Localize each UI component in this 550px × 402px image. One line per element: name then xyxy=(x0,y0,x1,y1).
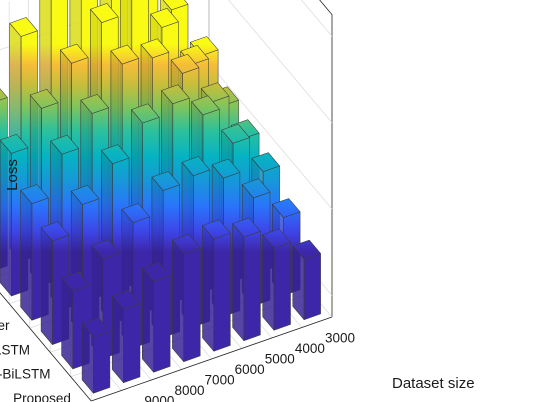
bar-face-top xyxy=(151,171,180,191)
bar-face-front xyxy=(93,330,111,394)
bar-face-top xyxy=(111,289,141,310)
x-tick-label: 4000 xyxy=(295,341,325,356)
bar-face-front xyxy=(183,247,201,362)
bar-face-top xyxy=(241,178,271,199)
bar-face-top xyxy=(91,239,120,260)
bar-proposed-6000 xyxy=(202,219,231,352)
bar-face-top xyxy=(150,8,179,28)
bar-face-top xyxy=(211,158,241,179)
bar-face-top xyxy=(170,53,200,74)
y-tick-label: Proposed xyxy=(13,391,71,402)
x-tick-label: 9000 xyxy=(144,393,174,402)
bar-side-shade xyxy=(82,323,94,394)
bar-side-shade xyxy=(0,140,12,296)
bar-face-top xyxy=(80,94,109,114)
bar-side-shade xyxy=(292,245,305,320)
y-tick-label: CNN-BiLSTM xyxy=(0,367,50,382)
bar-proposed-9000 xyxy=(111,289,141,383)
bar-face-top xyxy=(110,44,139,65)
bar-face-front xyxy=(273,242,291,331)
x-tick-label: 5000 xyxy=(265,351,295,366)
y-axis-line xyxy=(0,292,92,402)
y-tick-label: BiLSTM xyxy=(0,342,30,357)
bar-side-shade xyxy=(172,240,184,362)
x-axis-label: Dataset size xyxy=(392,375,475,392)
bar-proposed-5000 xyxy=(232,217,261,341)
bar-face-top xyxy=(181,156,211,176)
bar-face-top xyxy=(221,123,250,144)
bar-side-shade xyxy=(232,223,244,341)
bar-face-top xyxy=(251,152,280,172)
bar-face-top xyxy=(60,43,89,64)
bar-side-shade xyxy=(61,277,73,369)
x-tick-label: 3000 xyxy=(325,330,355,345)
tick-labels: 40006000800010000ARIMAXGBoostInformerBiL… xyxy=(0,318,355,402)
bar-face-top xyxy=(29,88,59,109)
y-tick-label: Informer xyxy=(0,318,10,333)
bar-face-top xyxy=(81,317,111,338)
bar-face-front xyxy=(153,275,171,373)
bar-face-top xyxy=(262,228,291,249)
bar-face-top xyxy=(121,203,150,223)
bar-side-shade xyxy=(20,190,32,321)
bar-face-top xyxy=(101,144,130,164)
bar-face-front xyxy=(123,303,141,383)
bar-side-shade xyxy=(112,295,124,383)
bar-face-top xyxy=(140,38,170,59)
x-tick-label: 8000 xyxy=(174,383,204,398)
bar-xgboost-10000 xyxy=(0,134,29,297)
bars-group xyxy=(0,0,321,394)
bar-face-top xyxy=(70,185,100,205)
bar-face-top xyxy=(61,271,90,292)
bar-face-top xyxy=(180,45,209,65)
bar-face-top xyxy=(162,0,189,11)
bar-face-top xyxy=(232,217,261,238)
bar-face-top xyxy=(142,262,171,282)
bar-face-top xyxy=(0,88,8,101)
bar-side-shade xyxy=(262,234,274,331)
bar-face-top xyxy=(131,103,160,124)
bar-proposed-7000 xyxy=(172,234,201,362)
bar-face-top xyxy=(202,219,231,240)
bar-face-top xyxy=(172,234,201,254)
bar-face-front xyxy=(243,230,261,341)
bar-side-shade xyxy=(142,268,154,373)
bar-proposed-3000 xyxy=(292,239,321,320)
bar-face-top xyxy=(0,134,29,154)
x-axis-line xyxy=(91,316,333,402)
bar-bilstm-10000 xyxy=(40,221,70,345)
bar-face-top xyxy=(50,134,79,155)
bar-face-top xyxy=(20,184,49,204)
bar-face-top xyxy=(40,221,70,242)
bar-face-top xyxy=(90,3,119,23)
bar-proposed-10000 xyxy=(81,317,111,394)
bar-face-front xyxy=(303,253,321,320)
bar-side-shade xyxy=(41,227,53,345)
bar-face-front xyxy=(213,232,231,352)
bar-face-top xyxy=(191,95,220,116)
bar-face-top xyxy=(200,82,230,102)
bar-proposed-4000 xyxy=(262,228,291,331)
bar-face-top xyxy=(161,84,190,105)
bar-side-shade xyxy=(202,225,214,352)
bar-face-top xyxy=(9,17,38,37)
bar-face-top xyxy=(272,198,301,218)
bar-face-top xyxy=(190,36,219,56)
bar-face-top xyxy=(292,239,321,260)
bar-proposed-8000 xyxy=(142,262,171,373)
x-tick-label: 6000 xyxy=(235,362,265,377)
z-axis-label: Loss xyxy=(4,159,21,191)
x-tick-label: 7000 xyxy=(205,372,235,387)
